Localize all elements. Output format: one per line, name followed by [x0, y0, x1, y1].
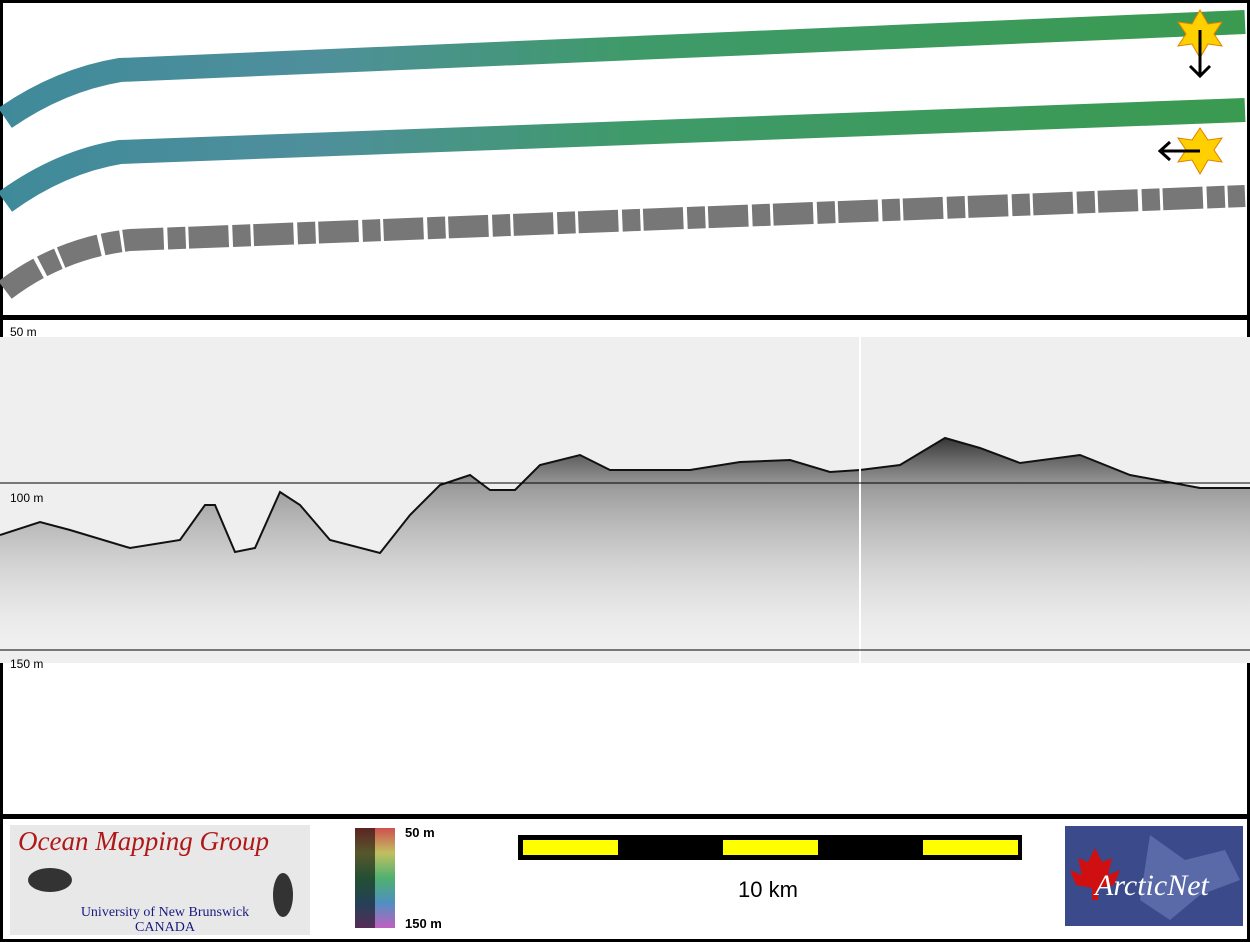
- scale-segment: [523, 840, 618, 855]
- footer: Ocean Mapping Group University of New Br…: [10, 825, 1243, 935]
- swath-panel: [0, 8, 1246, 299]
- logo-map: [1140, 835, 1240, 920]
- logo-right-text: ArcticNet: [1093, 869, 1210, 902]
- divider: [0, 814, 1250, 819]
- swath-strip: [0, 10, 1246, 128]
- sub-bottom-echo: [0, 438, 1250, 640]
- depth-label: 50 m: [10, 325, 37, 339]
- colorbar-label: 50 m: [405, 825, 435, 840]
- colorbar-shade: [355, 828, 375, 928]
- maple-leaf: [1070, 848, 1120, 900]
- depth-label: 100 m: [10, 491, 43, 505]
- logo-text: CANADA: [135, 920, 196, 935]
- profile-panel: 50 m 100 m 150 m: [0, 325, 1250, 671]
- logo-title: Ocean Mapping Group: [18, 826, 269, 856]
- logo-text: University of New Brunswick: [81, 905, 249, 920]
- scale-segment: [723, 840, 818, 855]
- arrow-down: [1188, 30, 1212, 79]
- depth-label: 150 m: [10, 657, 43, 671]
- scale-label: 10 km: [738, 877, 798, 902]
- seafloor: [0, 436, 1250, 555]
- swath-strip: [0, 98, 1246, 212]
- divider: [0, 315, 1250, 320]
- colorbar-label: 150 m: [405, 916, 442, 931]
- scale-segment: [923, 840, 1018, 855]
- arrow-left: [1157, 140, 1200, 162]
- logo-icon: [28, 868, 72, 892]
- backscatter-strip: [0, 185, 1246, 299]
- logo-icon: [273, 873, 293, 917]
